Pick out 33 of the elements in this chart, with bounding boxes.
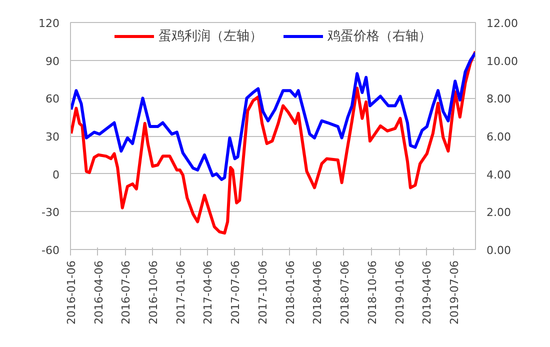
x-tick-label: 2018-10-06	[366, 260, 379, 324]
y-tick-label: -60	[42, 244, 60, 257]
y-tick-label: 30	[46, 130, 60, 144]
x-tick-label: 2017-10-06	[256, 260, 270, 324]
x-tick-label: 2019-07-06	[448, 260, 461, 324]
y2-tick-label: 10.00	[486, 54, 518, 68]
x-tick-label: 2018-01-06	[284, 260, 298, 324]
x-tick-label: 2016-07-06	[120, 260, 133, 324]
x-tick-label: 2019-01-06	[394, 260, 407, 324]
y2-tick-label: 4.00	[486, 168, 511, 182]
y-tick-label: -30	[42, 206, 60, 220]
x-tick-label: 2018-04-06	[311, 260, 324, 324]
y-tick-label: 0	[52, 168, 60, 182]
y2-tick-label: 6.00	[486, 130, 511, 144]
y2-tick-label: 0.00	[486, 244, 511, 257]
y-tick-label: 120	[38, 17, 60, 30]
x-tick-label: 2019-04-06	[420, 260, 434, 324]
line-series	[70, 50, 476, 235]
x-tick-label: 2017-04-06	[202, 260, 215, 324]
line-series	[70, 51, 476, 182]
x-tick-label: 2017-07-06	[228, 260, 242, 324]
y-tick-label: 60	[46, 92, 60, 106]
x-tick-label: 2016-01-06	[65, 260, 78, 324]
legend-label: 鸡蛋价格（右轴）	[328, 28, 432, 45]
x-tick-label: 2016-10-06	[147, 260, 160, 324]
x-tick-label: 2018-07-06	[338, 260, 352, 324]
x-tick-label: 2017-01-06	[174, 260, 188, 324]
legend-label: 蛋鸡利润（左轴）	[158, 28, 262, 45]
y-tick-label: 90	[46, 54, 60, 68]
y2-tick-label: 12.00	[486, 17, 518, 30]
x-tick-label: 2016-04-06	[92, 260, 106, 324]
y2-tick-label: 2.00	[486, 206, 511, 220]
y2-tick-label: 8.00	[486, 92, 511, 106]
